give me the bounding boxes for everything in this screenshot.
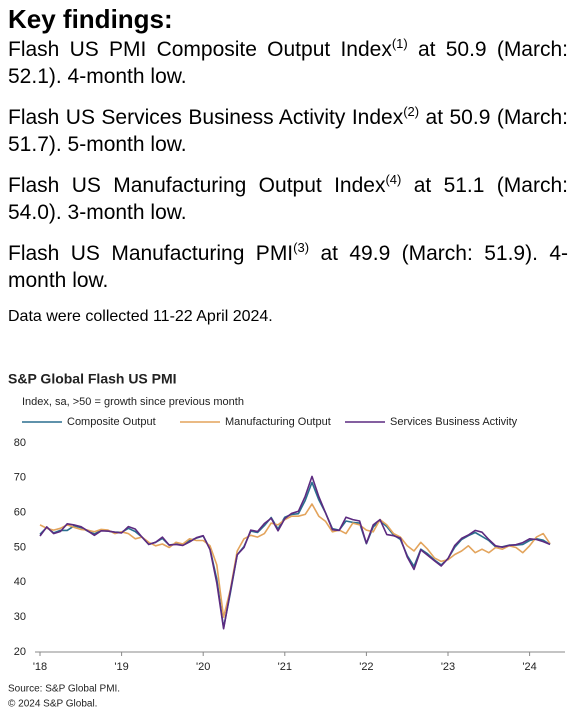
finding: Flash US Manufacturing Output Index(4) a… xyxy=(8,172,568,226)
finding-text: Flash US PMI Composite Output Index xyxy=(8,38,392,61)
x-tick-label: '19 xyxy=(114,661,128,673)
finding-rest: at 49.9 (March: 51.9). 4-month low. xyxy=(8,242,568,292)
footnote-ref: (1) xyxy=(391,36,408,51)
x-tick-label: '24 xyxy=(522,661,536,673)
y-tick-label: 30 xyxy=(14,611,26,623)
legend-label: Services Business Activity xyxy=(390,416,518,428)
finding-rest: at 50.9 (March: 52.1). 4-month low. xyxy=(8,38,568,88)
chart-title: S&P Global Flash US PMI xyxy=(8,371,177,387)
finding-text: Flash US Services Business Activity Inde… xyxy=(8,106,404,129)
source: Source: S&P Global PMI. xyxy=(8,684,120,695)
finding: Flash US PMI Composite Output Index(1) a… xyxy=(8,36,568,90)
y-tick-label: 50 xyxy=(14,541,26,553)
finding-rest: at 51.1 (March: 54.0). 3-month low. xyxy=(8,174,568,224)
finding: Flash US Manufacturing PMI(3) at 49.9 (M… xyxy=(8,240,568,294)
series-line xyxy=(39,481,551,629)
findings-section: Key findings: Flash US PMI Composite Out… xyxy=(8,4,568,326)
y-tick-label: 60 xyxy=(14,507,26,519)
finding-rest: at 50.9 (March: 51.7). 5-month low. xyxy=(8,106,568,156)
x-tick-label: '20 xyxy=(196,661,210,673)
chart: S&P Global Flash US PMI Index, sa, >50 =… xyxy=(8,371,565,710)
y-tick-label: 40 xyxy=(14,576,26,588)
finding: Flash US Services Business Activity Inde… xyxy=(8,104,568,158)
title: Key findings: xyxy=(8,4,173,34)
y-tick-label: 80 xyxy=(14,437,26,449)
series-line xyxy=(39,503,551,618)
y-tick-label: 70 xyxy=(14,472,26,484)
copyright: © 2024 S&P Global. xyxy=(8,699,97,710)
finding-text: Flash US Manufacturing PMI xyxy=(8,242,294,265)
x-tick-label: '21 xyxy=(278,661,292,673)
footnote-ref: (4) xyxy=(385,172,402,187)
finding-text: Flash US Manufacturing Output Index xyxy=(8,174,386,197)
x-tick-label: '23 xyxy=(441,661,455,673)
series-line xyxy=(39,475,551,630)
findings-list: Flash US PMI Composite Output Index(1) a… xyxy=(8,36,568,294)
y-tick-label: 20 xyxy=(14,646,26,658)
x-tick-label: '22 xyxy=(359,661,373,673)
footnote-ref: (2) xyxy=(403,104,420,119)
footnote-ref: (3) xyxy=(293,240,310,255)
legend-label: Composite Output xyxy=(67,416,156,428)
x-tick-label: '18 xyxy=(33,661,47,673)
chart-subtitle: Index, sa, >50 = growth since previous m… xyxy=(22,396,244,408)
legend-label: Manufacturing Output xyxy=(225,416,331,428)
collection-note: Data were collected 11-22 April 2024. xyxy=(8,308,273,325)
